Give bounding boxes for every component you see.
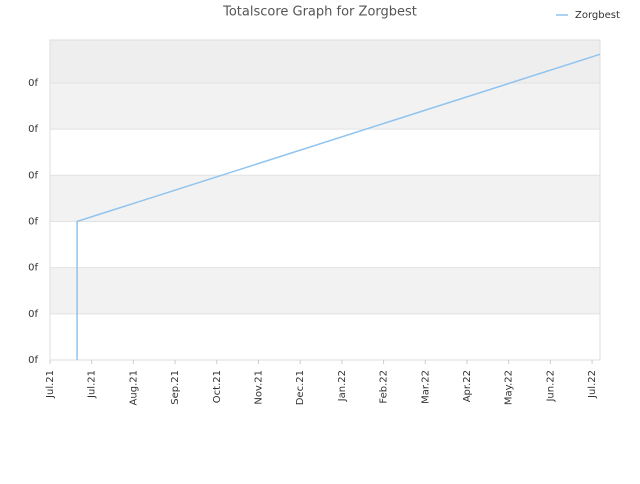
x-tick-label: Dec.21 xyxy=(295,370,306,405)
x-tick-label: Jan.22 xyxy=(337,370,348,402)
band xyxy=(50,175,600,222)
y-tick-label: 0f xyxy=(28,263,38,274)
legend-label: Zorgbest xyxy=(575,10,620,21)
x-tick-label: Mar.22 xyxy=(420,370,431,404)
x-tick-label: Nov.21 xyxy=(253,370,264,405)
x-tick-label: Aug.21 xyxy=(128,370,139,405)
y-tick-label: 0f xyxy=(28,78,38,89)
x-tick-label: Apr.22 xyxy=(462,370,473,402)
y-tick-label: 0f xyxy=(28,309,38,320)
y-tick-label: 0f xyxy=(28,216,38,227)
band xyxy=(50,82,600,130)
y-tick-label: 0f xyxy=(28,170,38,181)
x-tick-label: Jun.22 xyxy=(545,370,556,403)
chart-title: Totalscore Graph for Zorgbest xyxy=(222,5,417,20)
x-tick-label: Feb.22 xyxy=(379,370,390,404)
x-tick-label: Sep.21 xyxy=(170,370,181,405)
plot-border xyxy=(49,39,601,361)
series-line xyxy=(76,53,601,360)
band xyxy=(50,267,600,314)
y-tick-label: 0f xyxy=(28,124,38,135)
x-tick-label: Jul.22 xyxy=(587,370,598,399)
band xyxy=(50,40,600,83)
x-tick-label: Jul.21 xyxy=(45,370,56,399)
y-tick-label: 0f xyxy=(28,355,38,366)
x-tick-label: Jul.21 xyxy=(87,370,98,399)
x-tick-label: May.22 xyxy=(504,370,515,405)
x-tick-label: Oct.21 xyxy=(212,370,223,403)
